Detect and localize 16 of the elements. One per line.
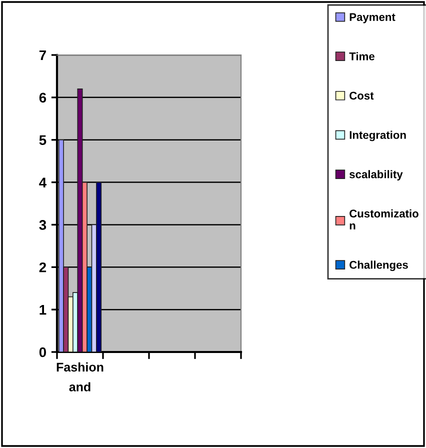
y-tick-label: 2 xyxy=(39,262,46,272)
y-tick-label: 6 xyxy=(39,92,46,103)
y-tick-label: 1 xyxy=(40,305,46,315)
legend-label: Time xyxy=(349,52,374,60)
x-tick-label: Fashion and xyxy=(56,362,104,392)
legend-label: Challenges xyxy=(350,260,408,272)
y-tick-label: 7 xyxy=(39,50,46,60)
legend-label: scalability xyxy=(350,170,403,180)
y-tick-label: 0 xyxy=(39,347,46,358)
y-tick-label: 4 xyxy=(39,178,47,188)
legend-label: Customization xyxy=(350,209,418,230)
y-tick-label: 5 xyxy=(39,135,46,146)
legend-label: Cost xyxy=(350,92,374,100)
legend-label: Integration xyxy=(350,130,406,142)
y-tick-label: 3 xyxy=(39,220,46,230)
legend-label: Payment xyxy=(350,13,396,24)
